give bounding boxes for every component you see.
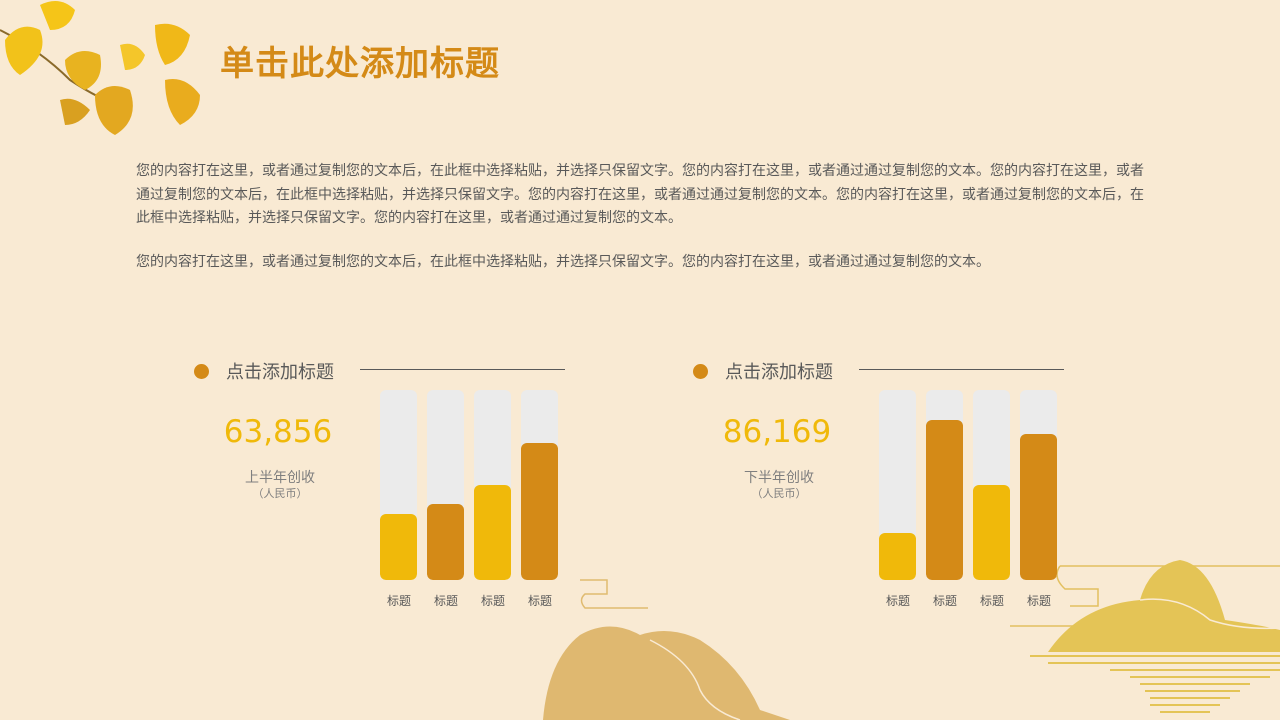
bar-track: [973, 390, 1010, 580]
bar: [474, 485, 511, 580]
bar: [973, 485, 1010, 580]
slide-title: 单击此处添加标题: [220, 44, 500, 84]
body-paragraph: 您的内容打在这里，或者通过复制您的文本后，在此框中选择粘贴，并选择只保留文字。您…: [136, 254, 990, 270]
bar-track: [380, 390, 417, 580]
bullet-dot-icon: [194, 363, 209, 379]
panel-heading-text: 点击添加标题: [725, 362, 833, 383]
kpi-label: 下半年创收: [744, 470, 814, 486]
bullet-dot-icon: [693, 363, 708, 379]
bar-track: [474, 390, 511, 580]
bar-track: [521, 390, 558, 580]
bar: [926, 420, 963, 580]
bar-label: 标题: [527, 594, 552, 608]
bar-track: [427, 390, 464, 580]
panel-heading: 点击添加标题: [194, 358, 334, 384]
kpi-label: 上半年创收: [245, 470, 315, 486]
bar-label: 标题: [979, 594, 1004, 608]
panel-heading-text: 点击添加标题: [226, 362, 334, 383]
kpi-value: 63,856: [223, 414, 333, 450]
bar-label: 标题: [1026, 594, 1051, 608]
bar: [1020, 433, 1057, 580]
bar-label: 标题: [433, 594, 458, 608]
bar-label: 标题: [480, 594, 505, 608]
kpi-unit: （人民币）: [252, 487, 308, 500]
divider-line: [360, 369, 565, 370]
ginkgo-leaves-image: [0, 1, 200, 135]
kpi-unit: （人民币）: [751, 487, 807, 500]
body-paragraph: 您的内容打在这里，或者通过复制您的文本后，在此框中选择粘贴，并选择只保留文字。您…: [136, 163, 1144, 226]
bar: [521, 443, 558, 580]
bar-label: 标题: [885, 594, 910, 608]
bar-track: [1020, 390, 1057, 580]
bar-label: 标题: [386, 594, 411, 608]
bar-label: 标题: [932, 594, 957, 608]
panel-heading: 点击添加标题: [693, 358, 833, 384]
bar-track: [926, 390, 963, 580]
divider-line: [859, 369, 1064, 370]
bar: [380, 513, 417, 580]
kpi-value: 86,169: [722, 414, 832, 450]
bar: [427, 504, 464, 580]
bar: [879, 532, 916, 580]
bar-track: [879, 390, 916, 580]
